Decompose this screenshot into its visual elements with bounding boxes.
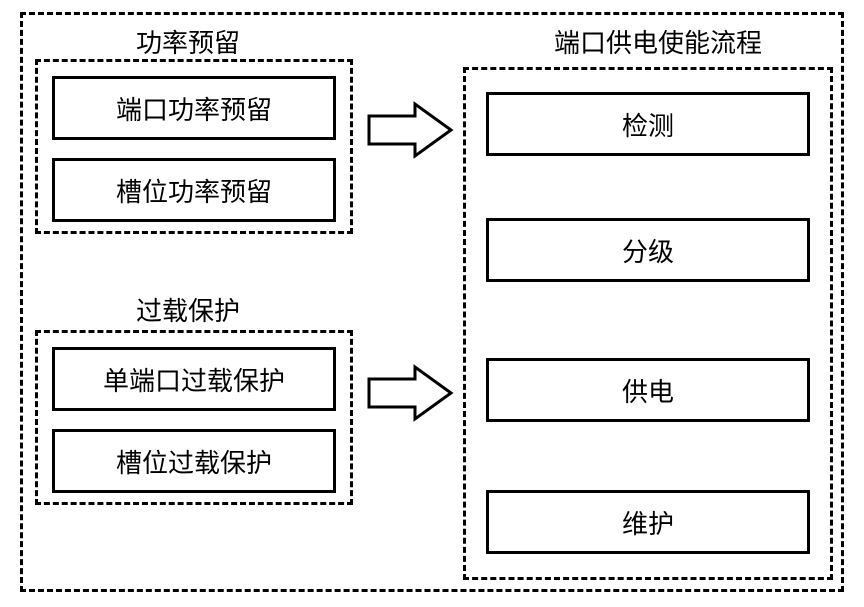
group-power-reserve: 端口功率预留 槽位功率预留 (35, 59, 353, 234)
title-power-reserve: 功率预留 (108, 23, 268, 60)
title-overload-protection: 过载保护 (108, 291, 268, 328)
diagram-outer: 功率预留 端口功率预留 槽位功率预留 过载保护 单端口过载保护 槽位过载保护 端… (20, 12, 844, 592)
box-port-power-reserve: 端口功率预留 (52, 76, 336, 140)
arrow-icon (365, 363, 455, 423)
box-maintain: 维护 (486, 490, 810, 554)
box-single-port-overload: 单端口过载保护 (52, 347, 336, 411)
box-power: 供电 (486, 358, 810, 422)
box-slot-overload: 槽位过载保护 (52, 429, 336, 493)
group-port-enable-flow: 检测 分级 供电 维护 (463, 67, 833, 580)
box-detect: 检测 (486, 92, 810, 156)
box-slot-power-reserve: 槽位功率预留 (52, 158, 336, 222)
box-classify: 分级 (486, 218, 810, 282)
arrow-icon (365, 100, 455, 160)
group-overload-protection: 单端口过载保护 槽位过载保护 (35, 330, 353, 505)
title-port-enable-flow: 端口供电使能流程 (528, 23, 788, 60)
